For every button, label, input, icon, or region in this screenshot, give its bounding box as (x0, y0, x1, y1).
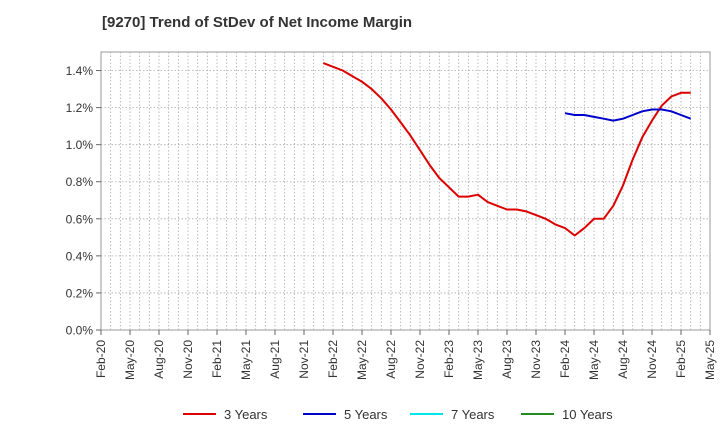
legend-label-10-years: 10 Years (562, 407, 613, 422)
x-tick-label: Aug-23 (500, 340, 514, 379)
x-tick-label: Feb-21 (210, 340, 224, 378)
x-tick-label: May-22 (355, 340, 369, 380)
x-tick-label: Feb-24 (558, 340, 572, 378)
y-tick-label: 0.0% (66, 324, 94, 338)
y-tick-label: 1.4% (66, 64, 94, 78)
x-tick-label: Nov-24 (645, 340, 659, 379)
grid-lines (101, 52, 710, 330)
x-tick-label: Nov-22 (413, 340, 427, 379)
y-tick-label: 0.4% (66, 249, 94, 263)
chart-title: [9270] Trend of StDev of Net Income Marg… (102, 14, 413, 31)
y-tick-label: 0.8% (66, 175, 94, 189)
x-tick-label: Feb-23 (442, 340, 456, 378)
x-tick-label: Nov-23 (529, 340, 543, 379)
y-tick-label: 0.6% (66, 212, 94, 226)
x-tick-label: Feb-20 (94, 340, 108, 378)
x-tick-label: Aug-24 (616, 340, 630, 379)
x-axis-ticks: Feb-20 May-20 Aug-20 Nov-20 Feb-21 May-21 Aug-… (94, 330, 717, 380)
series-line-5-years (564, 108, 692, 122)
series-line-3-years (322, 62, 691, 237)
x-tick-label: May-25 (703, 340, 717, 380)
x-tick-label: May-20 (123, 340, 137, 380)
legend-label-5-years: 5 Years (344, 407, 388, 422)
x-tick-label: Aug-21 (268, 340, 282, 379)
x-tick-label: May-21 (239, 340, 253, 380)
x-tick-label: Aug-22 (384, 340, 398, 379)
x-tick-label: Feb-22 (326, 340, 340, 378)
series-lines (322, 62, 692, 237)
x-tick-label: Nov-20 (181, 340, 195, 379)
x-tick-label: Feb-25 (674, 340, 688, 378)
y-tick-label: 1.0% (66, 138, 94, 152)
legend-label-3-years: 3 Years (224, 407, 268, 422)
x-tick-label: May-23 (471, 340, 485, 380)
x-tick-label: Nov-21 (297, 340, 311, 379)
plot-area (100, 51, 711, 331)
y-tick-label: 1.2% (66, 101, 94, 115)
y-tick-label: 0.2% (66, 286, 94, 300)
x-tick-label: Aug-20 (152, 340, 166, 379)
x-tick-label: May-24 (587, 340, 601, 380)
y-axis-ticks: 0.0% 0.2% 0.4% 0.6% 0.8% 1.0% 1.2% 1.4% (66, 64, 101, 338)
legend-label-7-years: 7 Years (451, 407, 495, 422)
legend: 3 Years 5 Years 7 Years 10 Years (183, 407, 613, 422)
